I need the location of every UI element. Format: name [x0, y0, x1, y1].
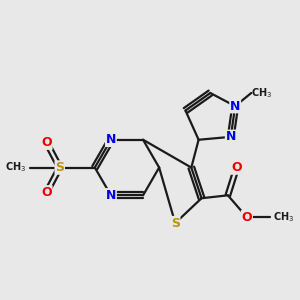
Text: N: N — [106, 189, 116, 202]
Text: CH$_3$: CH$_3$ — [251, 86, 272, 100]
Text: N: N — [226, 130, 236, 143]
Text: N: N — [230, 100, 240, 112]
Text: O: O — [242, 211, 252, 224]
Text: O: O — [41, 186, 52, 199]
Text: O: O — [41, 136, 52, 149]
Text: O: O — [231, 161, 242, 174]
Text: S: S — [55, 161, 64, 174]
Text: S: S — [171, 217, 180, 230]
Text: CH$_3$: CH$_3$ — [273, 210, 294, 224]
Text: N: N — [106, 133, 116, 146]
Text: CH$_3$: CH$_3$ — [5, 160, 26, 174]
